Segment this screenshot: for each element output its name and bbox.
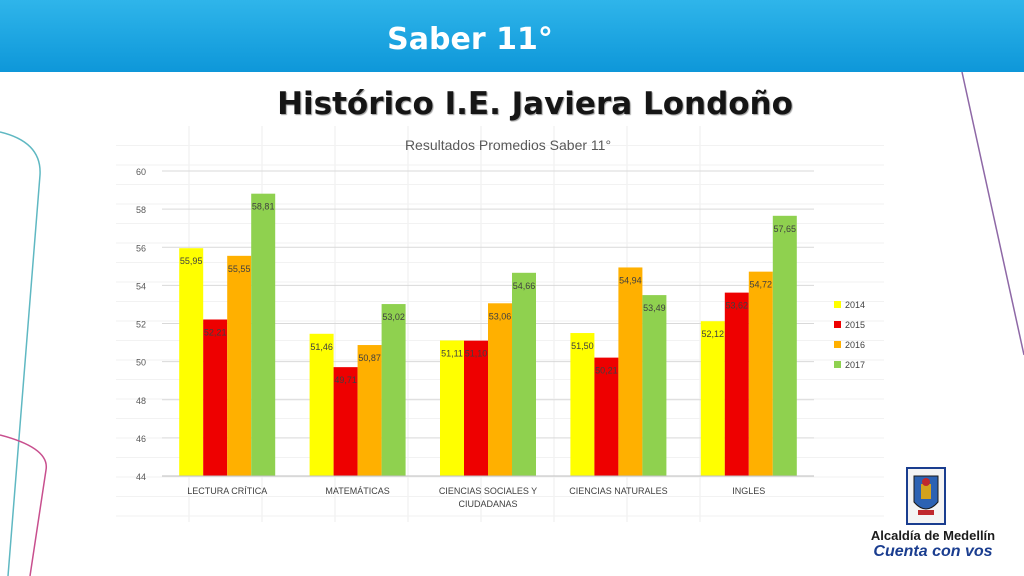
legend-label: 2015 [845, 320, 865, 330]
x-tick-label: CIENCIAS NATURALES [569, 486, 667, 496]
y-tick-label: 54 [136, 281, 146, 291]
data-label: 58,81 [252, 202, 275, 212]
bar-2016 [618, 267, 643, 476]
x-tick-label: CIUDADANAS [458, 499, 517, 509]
y-tick-label: 48 [136, 396, 146, 406]
bar-2014 [570, 333, 595, 476]
legend-label: 2017 [845, 360, 865, 370]
data-label: 50,21 [595, 366, 618, 376]
y-tick-label: 52 [136, 320, 146, 330]
logo-text-line1: Alcaldía de Medellín [870, 528, 996, 543]
data-label: 53,02 [382, 312, 405, 322]
data-label: 55,95 [180, 256, 203, 266]
legend-label: 2014 [845, 300, 865, 310]
bar-2017 [381, 304, 406, 476]
bar-2016 [488, 303, 512, 476]
chart-title: Resultados Promedios Saber 11° [405, 137, 611, 153]
bar-2017 [772, 215, 797, 476]
bar-2014 [179, 248, 204, 476]
data-label: 51,50 [571, 341, 594, 351]
data-label: 53,62 [726, 301, 749, 311]
bar-2014 [440, 340, 464, 476]
slide-subtitle: Histórico I.E. Javiera Londoño [277, 86, 793, 122]
data-label: 54,66 [513, 281, 536, 291]
bar-chart: Resultados Promedios Saber 11° 44 46 48 50 52… [116, 126, 884, 522]
logo-text-line2: Cuenta con vos [873, 543, 993, 560]
bar-2014 [309, 333, 334, 476]
data-label: 51,46 [310, 342, 333, 352]
data-label: 50,87 [358, 353, 381, 363]
bar-2015 [203, 319, 228, 476]
bar-2015 [724, 292, 749, 476]
data-label: 49,71 [334, 375, 357, 385]
legend-swatch-2017 [834, 361, 841, 368]
y-tick-label: 50 [136, 358, 146, 368]
data-label: 53,06 [489, 311, 512, 321]
bar-2015 [594, 357, 619, 476]
bar-2015 [464, 340, 488, 476]
y-tick-label: 60 [136, 167, 146, 177]
bar-2017 [512, 272, 536, 476]
alcaldia-logo: Alcaldía de Medellín Cuenta con vos [858, 466, 1008, 566]
coat-of-arms-icon [906, 467, 946, 525]
data-label: 54,94 [619, 275, 642, 285]
data-label: 57,65 [774, 224, 797, 234]
header-bar: Saber 11° [0, 0, 1024, 72]
data-label: 52,21 [204, 327, 227, 337]
bar-2016 [357, 345, 382, 476]
x-tick-label: MATEMÁTICAS [325, 486, 389, 496]
data-label: 51,10 [465, 349, 488, 359]
x-tick-label: CIENCIAS SOCIALES Y [439, 486, 537, 496]
y-tick-label: 56 [136, 243, 146, 253]
y-tick-label: 46 [136, 434, 146, 444]
data-label: 55,55 [228, 264, 251, 274]
bar-2017 [642, 295, 667, 476]
bar-2017 [251, 193, 276, 476]
data-label: 51,11 [441, 348, 463, 358]
chart-area: Resultados Promedios Saber 11° 44 46 48 50 52… [116, 126, 884, 522]
header-title: Saber 11° [387, 22, 553, 57]
data-label: 54,72 [750, 280, 773, 290]
x-tick-label: INGLES [732, 486, 765, 496]
x-tick-label: LECTURA CRÍTICA [187, 486, 267, 496]
bar-2015 [333, 367, 358, 476]
bar-2014 [700, 321, 725, 476]
bar-2016 [748, 271, 773, 476]
legend-label: 2016 [845, 340, 865, 350]
legend-swatch-2016 [834, 341, 841, 348]
legend-swatch-2014 [834, 301, 841, 308]
y-tick-label: 44 [136, 472, 146, 482]
bar-2016 [227, 255, 252, 476]
data-label: 52,12 [702, 329, 725, 339]
legend-swatch-2015 [834, 321, 841, 328]
y-tick-label: 58 [136, 205, 146, 215]
data-label: 53,49 [643, 303, 666, 313]
